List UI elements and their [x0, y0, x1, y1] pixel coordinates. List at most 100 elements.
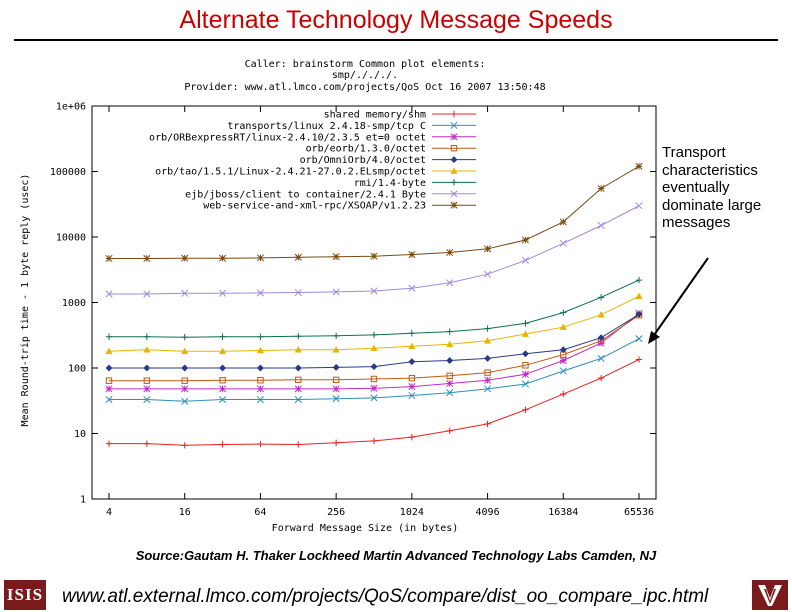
data-point [484, 369, 491, 376]
data-point [559, 346, 567, 354]
data-point [450, 133, 458, 141]
y-tick-label: 10000 [56, 233, 86, 244]
data-point [446, 279, 454, 287]
series-line [109, 313, 640, 369]
annotation-arrow [648, 257, 709, 344]
data-point [597, 294, 605, 301]
arrow-head [648, 331, 660, 344]
data-point [446, 328, 453, 335]
footer-url: www.atl.external.lmco.com/projects/QoS/c… [62, 586, 709, 607]
data-point [143, 377, 151, 384]
data-point [370, 375, 378, 383]
data-point [332, 395, 340, 403]
x-tick-label: 16 [179, 507, 191, 518]
data-point [450, 167, 458, 174]
data-point [256, 395, 264, 404]
data-point [181, 347, 189, 355]
data-point [446, 356, 454, 365]
slide-title: Alternate Technology Message Speeds [179, 6, 613, 34]
data-point [143, 290, 151, 298]
data-point [560, 309, 567, 316]
data-point [450, 190, 458, 198]
data-point [408, 342, 416, 350]
data-point [522, 320, 529, 327]
data-point [143, 385, 151, 393]
data-point [484, 245, 492, 253]
legend-label: shared memory/shm [324, 110, 426, 121]
source-credit: Source:Gautam H. Thaker Lockheed Martin … [135, 548, 657, 563]
isis-logo: ISIS [4, 580, 46, 610]
x-tick-label: 4096 [476, 507, 500, 518]
data-point [181, 442, 188, 449]
x-tick-label: 1024 [400, 507, 424, 518]
data-point [559, 367, 567, 375]
data-point [484, 376, 492, 384]
data-point [446, 379, 454, 388]
data-point [408, 391, 416, 400]
arrow-shaft [651, 257, 709, 339]
data-point [105, 347, 113, 355]
data-point [332, 288, 340, 296]
data-point [559, 323, 567, 330]
axis-ticks: 1 10 100 1000 10000 100000 1e+06 4 16 64 256 1024 40… [50, 102, 656, 518]
data-point [408, 284, 416, 292]
data-point [332, 346, 340, 353]
data-point [143, 395, 151, 404]
line-chart: Caller: brainstorm Common plot elements:… [20, 59, 709, 534]
data-point [143, 440, 151, 447]
series-line [109, 314, 640, 382]
chart-header-line: smp/./././. [332, 70, 398, 81]
annotation-text: Transport characteristics eventually dom… [662, 144, 762, 231]
title-divider [14, 39, 778, 41]
y-axis-label: Mean Round-trip time - 1 byte reply (use… [20, 174, 31, 427]
data-point [635, 276, 643, 284]
data-point [256, 364, 264, 372]
data-point [635, 202, 643, 210]
data-point [143, 333, 151, 340]
data-point [484, 270, 492, 278]
data-point [181, 377, 188, 384]
data-point [370, 363, 378, 371]
y-tick-label: 1 [80, 495, 86, 506]
data-point [483, 337, 492, 344]
data-point [294, 395, 302, 404]
series-group [105, 292, 643, 355]
x-tick-label: 256 [327, 507, 345, 518]
data-point [181, 385, 189, 393]
data-point [181, 397, 189, 405]
data-point [521, 256, 529, 264]
y-tick-label: 10 [74, 429, 86, 440]
data-point [597, 311, 605, 318]
data-point [370, 437, 378, 445]
data-point [219, 364, 227, 372]
data-point [105, 364, 113, 372]
data-point [294, 364, 302, 372]
series-group [105, 311, 643, 384]
data-point [446, 427, 453, 434]
data-point [294, 253, 302, 261]
vanderbilt-logo-icon [752, 580, 788, 610]
data-point [219, 254, 227, 262]
data-point [219, 395, 227, 404]
data-point [635, 292, 643, 299]
series-line [109, 279, 640, 338]
data-point [484, 354, 492, 362]
data-point [597, 184, 605, 193]
data-point [332, 439, 340, 447]
data-point [370, 384, 378, 392]
data-point [408, 433, 416, 441]
data-point [256, 289, 264, 297]
data-point [219, 377, 226, 384]
data-point [408, 358, 416, 366]
data-point [143, 254, 151, 263]
legend-label: orb/ORBexpressRT/linux-2.4.10/2.3.5 et=0… [149, 132, 426, 143]
series-group [105, 276, 643, 341]
data-point [181, 334, 188, 341]
data-point [450, 179, 458, 186]
data-point [218, 347, 227, 355]
series-group [105, 335, 643, 405]
series-group [105, 202, 643, 298]
legend-label: transports/linux 2.4.18-smp/tcp C [227, 121, 426, 132]
data-point [450, 110, 458, 118]
y-tick-label: 1000 [62, 298, 86, 309]
